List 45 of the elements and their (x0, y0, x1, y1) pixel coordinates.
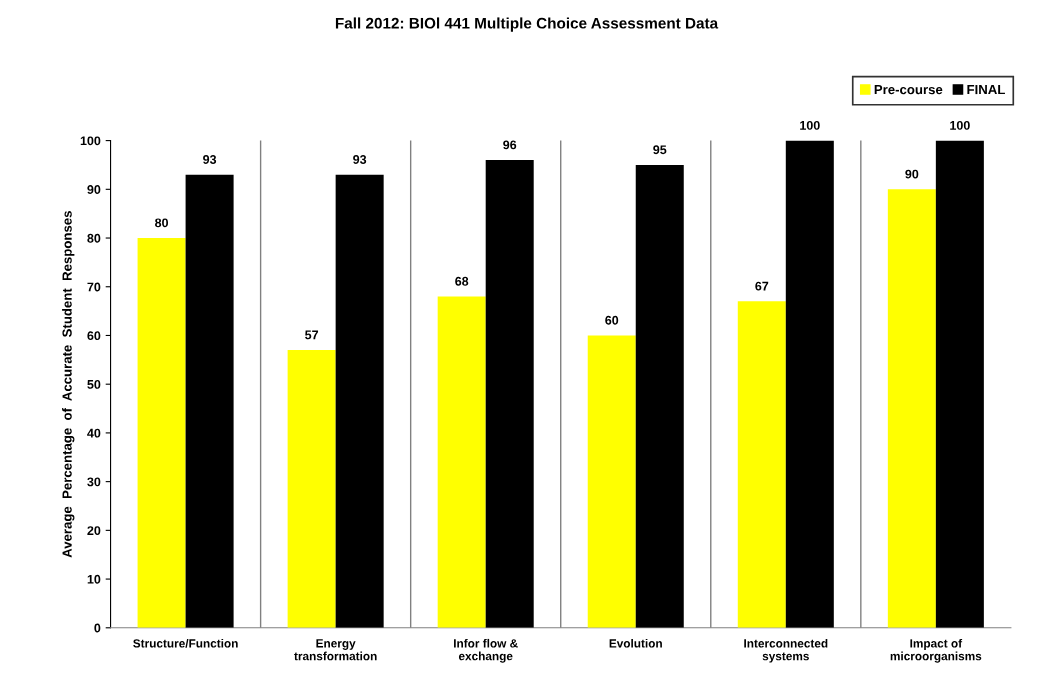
x-tick-label: Infor flow & exchange (454, 638, 518, 663)
x-tick-label: Structure/Function (133, 638, 238, 648)
y-tick-label: 20 (87, 526, 101, 535)
y-tick-label: 40 (87, 428, 101, 438)
bar (287, 350, 336, 628)
y-tick-label: 50 (87, 379, 101, 389)
bar (785, 140, 834, 628)
data-label: 68 (455, 276, 469, 286)
bar (185, 174, 234, 628)
data-label: 90 (905, 169, 919, 179)
x-tick-label: Energy transformation (294, 639, 377, 661)
bar (635, 164, 684, 628)
y-tick-label: 30 (87, 477, 101, 487)
data-label: 93 (203, 155, 217, 164)
bar (737, 301, 786, 628)
data-label: 80 (155, 218, 169, 228)
bar (335, 174, 384, 628)
bar (587, 335, 636, 628)
bar (437, 296, 486, 628)
x-tick-label: Evolution (609, 638, 662, 648)
legend-label: FINAL (967, 85, 1005, 95)
chart-title: Fall 2012: BIOl 441 Multiple Choice Assessment Data (335, 17, 719, 32)
data-label: 100 (950, 120, 970, 130)
y-tick-label: 80 (87, 233, 101, 243)
bar (887, 189, 936, 628)
y-tick-label: 60 (87, 331, 101, 341)
data-label: 60 (605, 315, 619, 325)
data-label: 67 (755, 281, 769, 291)
y-tick-label: 70 (87, 282, 101, 292)
data-label: 95 (653, 145, 667, 155)
bar (485, 160, 534, 628)
y-tick-label: 90 (87, 185, 101, 194)
y-tick-label: 100 (80, 136, 101, 146)
legend-label: Pre-course (874, 85, 943, 95)
x-tick-label: Impact of microorganisms (890, 638, 982, 663)
y-tick-label: 10 (87, 574, 101, 584)
data-label: 96 (503, 140, 517, 150)
x-tick-label: Interconnected systems (744, 638, 828, 663)
y-axis-title: Average Percentage of Accurate Student Responses (62, 211, 75, 558)
data-label: 93 (353, 155, 367, 164)
bar (935, 140, 984, 628)
bar (137, 238, 186, 628)
data-label: 57 (305, 330, 319, 340)
y-tick-label: 0 (94, 623, 101, 633)
data-label: 100 (800, 120, 820, 130)
